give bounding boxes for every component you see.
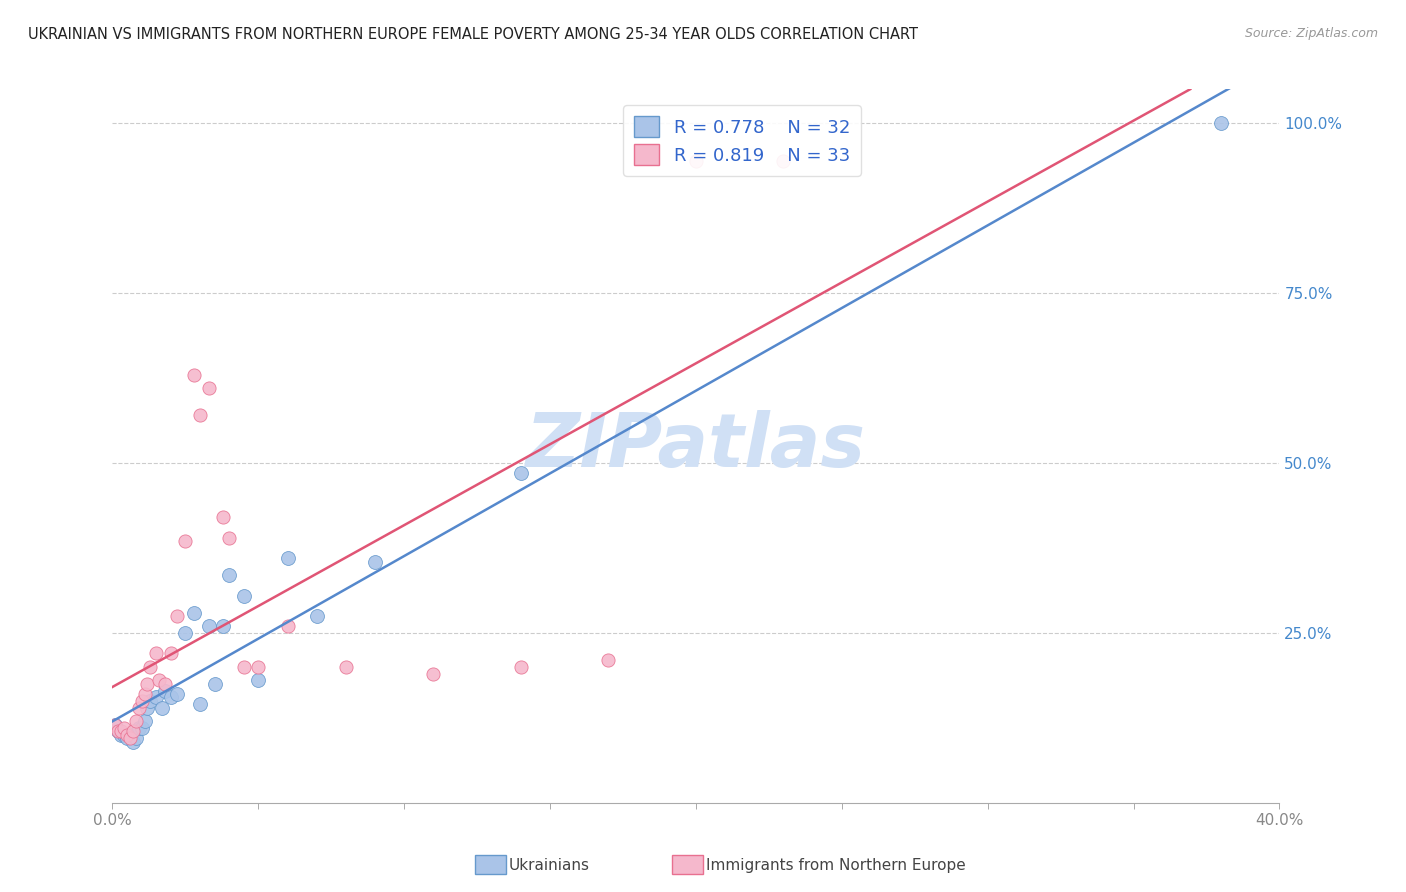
Text: Ukrainians: Ukrainians (509, 858, 591, 872)
Point (160, 646, 183, 660)
Point (1209, 116, 1232, 130)
Point (104, 717, 127, 731)
Point (112, 721, 135, 735)
Point (153, 683, 176, 698)
Point (118, 731, 141, 746)
Point (148, 673, 170, 688)
Point (212, 619, 235, 633)
Point (134, 714, 156, 729)
Point (145, 646, 167, 660)
Point (160, 690, 183, 705)
Point (115, 731, 138, 746)
Text: UKRAINIAN VS IMMIGRANTS FROM NORTHERN EUROPE FEMALE POVERTY AMONG 25-34 YEAR OLD: UKRAINIAN VS IMMIGRANTS FROM NORTHERN EU… (28, 27, 918, 42)
Text: ZIPatlas: ZIPatlas (526, 409, 866, 483)
Point (197, 381, 219, 395)
Point (110, 728, 132, 742)
Point (125, 714, 148, 729)
Point (115, 728, 138, 742)
Point (188, 698, 211, 712)
Point (218, 531, 240, 545)
Point (174, 626, 197, 640)
Point (772, 153, 794, 168)
Point (422, 666, 444, 681)
Point (166, 687, 188, 701)
Point (112, 728, 135, 742)
Point (134, 687, 156, 701)
Point (204, 677, 226, 691)
Point (197, 619, 219, 633)
Point (218, 568, 240, 582)
Point (276, 619, 298, 633)
Point (247, 660, 270, 674)
Point (174, 534, 197, 549)
Point (212, 510, 235, 524)
Point (107, 724, 129, 739)
Point (335, 660, 357, 674)
Point (183, 606, 205, 620)
Point (183, 368, 205, 382)
Point (232, 589, 254, 603)
Point (136, 700, 159, 714)
Point (118, 728, 141, 742)
Point (136, 677, 159, 691)
Point (104, 717, 127, 731)
Point (131, 721, 153, 735)
Legend: R = 0.778    N = 32, R = 0.819    N = 33: R = 0.778 N = 32, R = 0.819 N = 33 (623, 105, 860, 176)
Point (125, 731, 148, 746)
Point (305, 608, 328, 623)
Point (276, 551, 298, 566)
Point (150, 700, 173, 714)
Point (110, 724, 132, 739)
Text: Source: ZipAtlas.com: Source: ZipAtlas.com (1244, 27, 1378, 40)
Point (685, 153, 707, 168)
Point (139, 660, 162, 674)
Point (139, 694, 162, 708)
Point (153, 677, 176, 691)
Text: Immigrants from Northern Europe: Immigrants from Northern Europe (706, 858, 966, 872)
Point (247, 673, 270, 688)
Point (188, 409, 211, 423)
Point (166, 608, 188, 623)
Point (232, 660, 254, 674)
Point (128, 721, 150, 735)
Point (131, 694, 153, 708)
Point (509, 660, 531, 674)
Point (128, 700, 150, 714)
Point (364, 555, 387, 569)
Point (145, 690, 167, 705)
Point (509, 466, 531, 480)
Point (122, 724, 145, 739)
Point (598, 653, 620, 667)
Point (107, 724, 129, 739)
Point (122, 734, 145, 748)
